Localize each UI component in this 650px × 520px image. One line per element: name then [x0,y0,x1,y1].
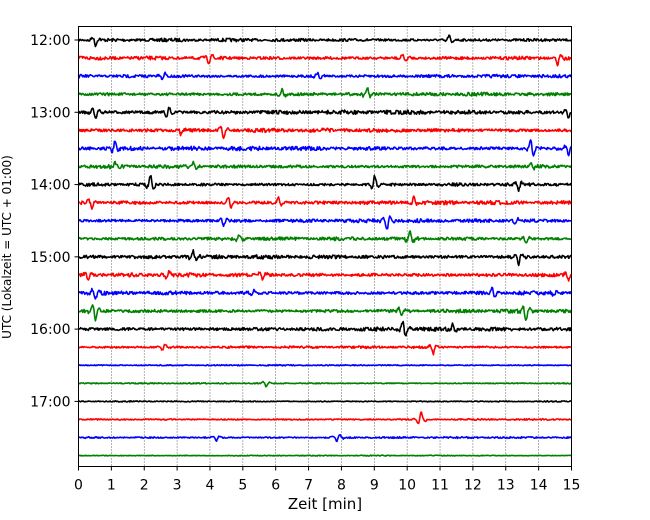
x-tick-label: 4 [206,478,215,494]
y-tick-label: 17:00 [30,394,70,410]
y-tick-label: 12:00 [30,33,70,49]
seismogram-trace [77,304,572,322]
seismogram-trace [77,195,573,210]
seismogram-trace [78,106,572,119]
y-tick-label: 16:00 [30,322,70,338]
y-axis-label: UTC (Lokalzeit = UTC + 01:00) [0,155,14,339]
seismogram-trace [77,230,573,244]
x-tick-label: 9 [370,478,379,494]
seismogram-trace [78,399,572,403]
x-tick-label: 6 [271,478,280,494]
seismogram-trace [78,174,572,193]
x-tick-label: 14 [530,478,548,494]
seismogram-trace [78,380,572,388]
seismogram-trace [77,411,572,425]
x-tick-label: 13 [497,478,515,494]
x-tick-label: 8 [337,478,346,494]
x-tick-label: 3 [173,478,182,494]
x-tick-label: 15 [563,478,581,494]
y-axis-ticks: 12:00 13:00 14:00 15:00 16:00 17:00 [30,33,79,410]
y-tick-label: 14:00 [30,178,70,194]
x-tick-label: 7 [304,478,313,494]
seismogram-trace [77,286,573,300]
plot-frame [78,26,572,467]
seismogram-trace [77,160,573,171]
seismogram-trace [78,139,573,157]
seismogram-trace [77,249,572,267]
y-tick-label: 15:00 [30,250,70,266]
x-tick-label: 10 [398,478,416,494]
seismogram-trace [77,53,573,67]
seismogram-trace [78,434,573,443]
x-tick-label: 2 [140,478,149,494]
seismogram-trace [78,454,572,457]
seismogram-trace [77,215,572,230]
seismogram-trace [78,320,573,337]
seismogram-trace [77,125,573,140]
y-tick-label: 13:00 [30,105,70,121]
x-tick-label: 1 [107,478,116,494]
x-tick-label: 5 [238,478,247,494]
seismogram-trace [78,270,572,282]
x-tick-label: 12 [464,478,482,494]
x-tick-label: 11 [431,478,449,494]
seismogram-trace [77,87,573,99]
x-axis-label: Zeit [min] [288,495,362,513]
x-axis-ticks: 0 1 2 3 4 5 6 7 8 9 10 11 12 13 14 15 [74,466,581,494]
seismogram-trace [78,343,573,356]
x-tick-label: 0 [74,478,83,494]
seismogram-traces [77,34,573,457]
seismogram-trace [77,34,573,48]
seismogram-trace [77,363,572,367]
seismogram-trace [77,71,573,81]
grid-lines [111,26,539,467]
